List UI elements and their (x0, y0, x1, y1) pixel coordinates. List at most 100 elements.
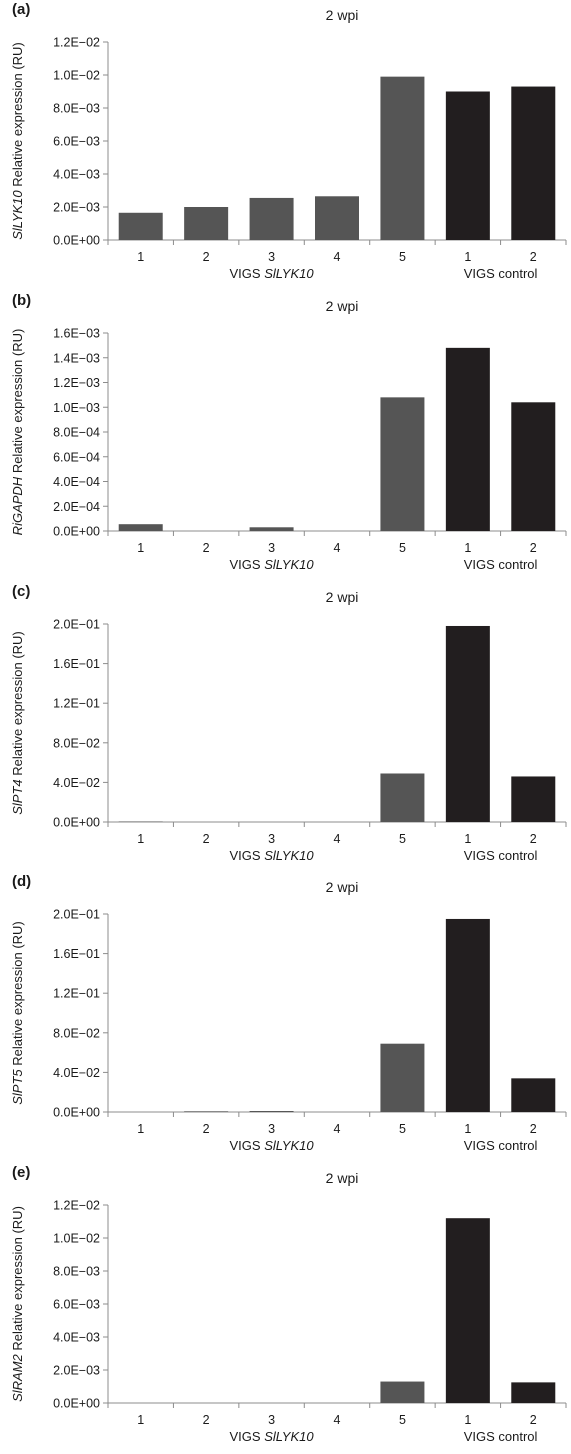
y-tick-label: 2.0E−01 (53, 617, 100, 631)
y-tick-label: 1.0E−03 (53, 401, 100, 415)
x-category-label: 2 (530, 541, 537, 555)
y-tick-label: 6.0E−03 (53, 135, 100, 149)
y-axis-label-gene: SlPT4 (10, 779, 25, 814)
y-tick-label: 1.2E−02 (53, 36, 100, 50)
x-category-label: 5 (399, 832, 406, 846)
bar (118, 523, 163, 531)
bar (249, 527, 294, 531)
y-axis-label-gene: SlRAM2 (10, 1354, 25, 1402)
x-category-label: 1 (464, 1413, 471, 1427)
chart-title: 2 wpi (326, 298, 359, 314)
x-category-label: 1 (137, 250, 144, 264)
y-tick-label: 6.0E−04 (53, 450, 100, 464)
x-category-label: 3 (268, 250, 275, 264)
y-tick-label: 1.2E−03 (53, 376, 100, 390)
x-group-label-text: VIGS (230, 1138, 265, 1153)
bar (445, 91, 490, 240)
y-axis-label-gene: SlPT5 (10, 1069, 25, 1105)
x-category-label: 1 (137, 1413, 144, 1427)
y-tick-label: 4.0E−02 (53, 1066, 100, 1080)
x-category-label: 4 (334, 1413, 341, 1427)
x-category-label: 1 (464, 832, 471, 846)
x-group-label: VIGS control (464, 266, 538, 281)
x-category-label: 1 (137, 1122, 144, 1136)
x-category-label: 4 (334, 832, 341, 846)
y-tick-label: 4.0E−04 (53, 475, 100, 489)
x-category-label: 1 (137, 832, 144, 846)
x-group-label-text: VIGS control (464, 848, 538, 863)
chart-panel-2: (b) 2 wpi RiGAPDH Relative expression (RU)… (10, 292, 567, 572)
y-tick-label: 6.0E−03 (53, 1298, 100, 1312)
y-tick-label: 0.0E+00 (53, 524, 100, 538)
x-group-label: VIGS control (464, 557, 538, 572)
y-tick-label: 0.0E+00 (53, 234, 100, 248)
x-group-label: VIGS SlLYK10 (230, 266, 315, 281)
y-tick-label: 1.2E−01 (53, 987, 100, 1001)
chart-title: 2 wpi (326, 589, 359, 605)
bar (380, 1381, 425, 1404)
panel-letter: (b) (12, 292, 31, 309)
x-category-label: 2 (203, 1413, 210, 1427)
bar (184, 207, 229, 240)
bar (118, 212, 163, 240)
x-category-label: 1 (464, 541, 471, 555)
x-group-label: VIGS control (464, 1429, 538, 1444)
y-axis-label: RiGAPDH Relative expression (RU) (10, 328, 25, 535)
x-category-label: 2 (530, 1122, 537, 1136)
x-category-label: 2 (530, 250, 537, 264)
y-axis-label-text: Relative expression (RU) (10, 1206, 25, 1354)
y-tick-label: 0.0E+00 (53, 1106, 100, 1120)
y-tick-label: 1.0E−02 (53, 1232, 100, 1246)
y-tick-label: 4.0E−02 (53, 775, 100, 789)
y-tick-label: 8.0E−03 (53, 102, 100, 116)
chart-panel-1: (a) 2 wpi SlLYK10 Relative expression (RU)… (10, 1, 567, 281)
y-axis-label-gene: RiGAPDH (10, 476, 25, 535)
bar (445, 1218, 490, 1404)
panel-letter: (a) (12, 1, 30, 18)
y-tick-label: 4.0E−03 (53, 1331, 100, 1345)
bar (511, 1078, 556, 1113)
panel-letter: (e) (12, 1164, 30, 1181)
y-tick-label: 1.6E−01 (53, 657, 100, 671)
x-category-label: 3 (268, 1122, 275, 1136)
y-tick-label: 1.4E−03 (53, 351, 100, 365)
x-category-label: 4 (334, 541, 341, 555)
y-axis-label: SlLYK10 Relative expression (RU) (10, 42, 25, 240)
x-category-label: 5 (399, 541, 406, 555)
bar (184, 1111, 229, 1113)
y-tick-label: 8.0E−04 (53, 425, 100, 439)
x-group-label-gene: SlLYK10 (264, 557, 314, 572)
panel-letter: (c) (12, 583, 30, 600)
x-group-label: VIGS control (464, 848, 538, 863)
chart-title: 2 wpi (326, 7, 359, 23)
x-category-label: 4 (334, 1122, 341, 1136)
chart-title: 2 wpi (326, 1170, 359, 1186)
x-group-label: VIGS SlLYK10 (230, 557, 315, 572)
y-axis-label: SlPT4 Relative expression (RU) (10, 631, 25, 815)
x-group-label-text: VIGS control (464, 557, 538, 572)
bar (511, 86, 556, 240)
bar (445, 625, 490, 822)
x-category-label: 1 (137, 541, 144, 555)
bar (511, 776, 556, 822)
bar (380, 397, 425, 531)
x-category-label: 3 (268, 1413, 275, 1427)
x-category-label: 5 (399, 1413, 406, 1427)
x-group-label-gene: SlLYK10 (264, 848, 314, 863)
x-group-label: VIGS control (464, 1138, 538, 1153)
bar (511, 1382, 556, 1404)
y-tick-label: 2.0E−03 (53, 1364, 100, 1378)
bar (315, 196, 359, 240)
y-tick-label: 8.0E−02 (53, 736, 100, 750)
bar (445, 919, 490, 1113)
bar (445, 347, 490, 531)
y-tick-label: 1.0E−02 (53, 69, 100, 83)
chart-panel-3: (c) 2 wpi SlPT4 Relative expression (RU) 0.… (10, 583, 567, 863)
x-category-label: 4 (334, 250, 341, 264)
x-category-label: 5 (399, 1122, 406, 1136)
y-axis-label-text: Relative expression (RU) (10, 42, 25, 190)
y-axis-label-text: Relative expression (RU) (10, 922, 25, 1070)
y-tick-label: 1.6E−01 (53, 947, 100, 961)
y-tick-label: 8.0E−02 (53, 1027, 100, 1041)
